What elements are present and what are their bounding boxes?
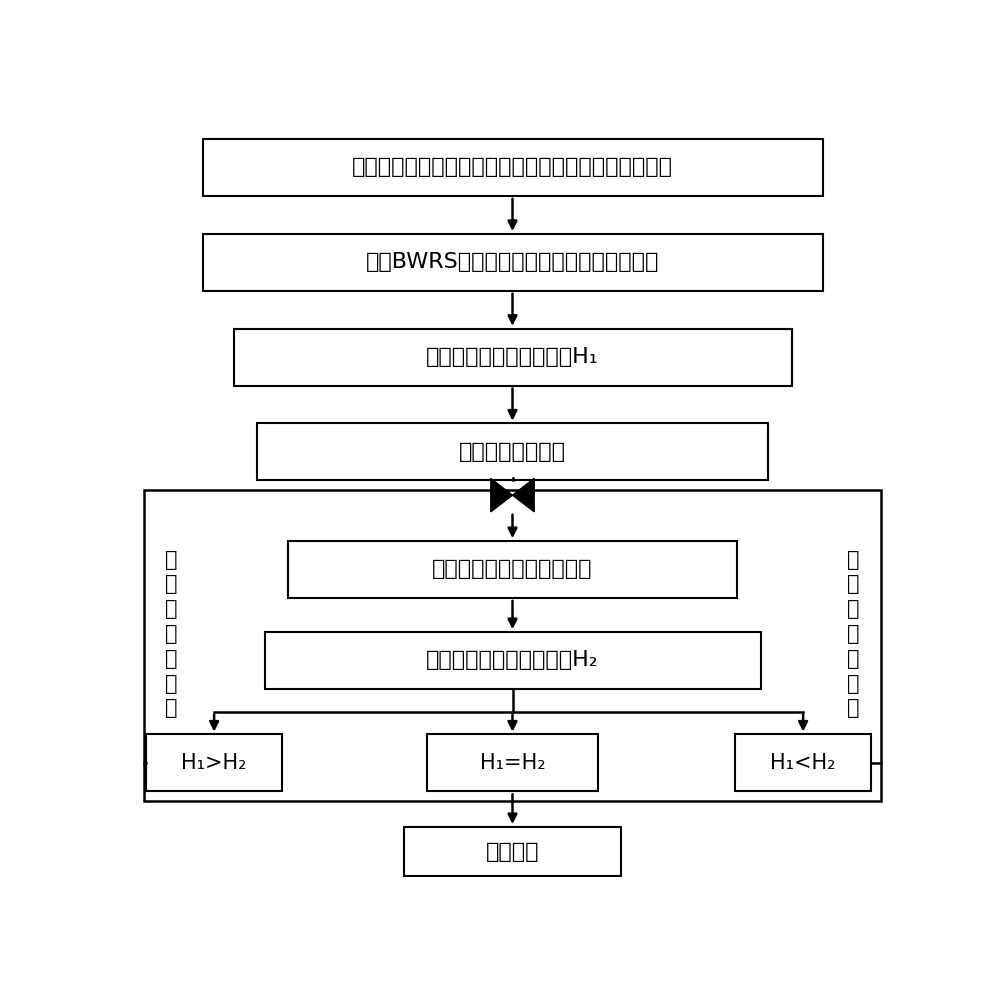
Bar xyxy=(146,735,282,791)
Bar xyxy=(202,233,822,291)
Polygon shape xyxy=(512,479,534,512)
Text: 输入天然气组分、节流前的温度、压力；节流后的压力: 输入天然气组分、节流前的温度、压力；节流后的压力 xyxy=(352,158,673,177)
Text: 计算节流后的气液相焓值H₂: 计算节流后的气液相焓值H₂ xyxy=(426,650,599,671)
Text: 计算节流后的气液相质量比: 计算节流后的气液相质量比 xyxy=(432,559,593,579)
Bar xyxy=(202,139,822,196)
Text: 计算节流前的气液相焓值H₁: 计算节流前的气液相焓值H₁ xyxy=(426,347,599,367)
Text: 采用BWRS方程计算节流前的气液两相质量比: 采用BWRS方程计算节流前的气液两相质量比 xyxy=(366,252,659,272)
Bar xyxy=(404,827,621,877)
Text: 调
低
节
流
后
温
度: 调 低 节 流 后 温 度 xyxy=(847,550,860,718)
Text: H₁<H₂: H₁<H₂ xyxy=(770,753,836,773)
Bar xyxy=(264,632,761,689)
Bar xyxy=(288,541,737,598)
Text: 估算节流后的温度: 估算节流后的温度 xyxy=(459,442,566,462)
Text: H₁>H₂: H₁>H₂ xyxy=(181,753,247,773)
Text: H₁=H₂: H₁=H₂ xyxy=(480,753,545,773)
Text: 调
高
节
流
后
温
度: 调 高 节 流 后 温 度 xyxy=(165,550,178,718)
Text: 输出结果: 输出结果 xyxy=(486,841,539,862)
Bar xyxy=(234,329,792,385)
Bar xyxy=(427,735,598,791)
Bar xyxy=(257,424,768,481)
Bar xyxy=(735,735,871,791)
Bar xyxy=(144,490,881,801)
Polygon shape xyxy=(491,479,512,512)
